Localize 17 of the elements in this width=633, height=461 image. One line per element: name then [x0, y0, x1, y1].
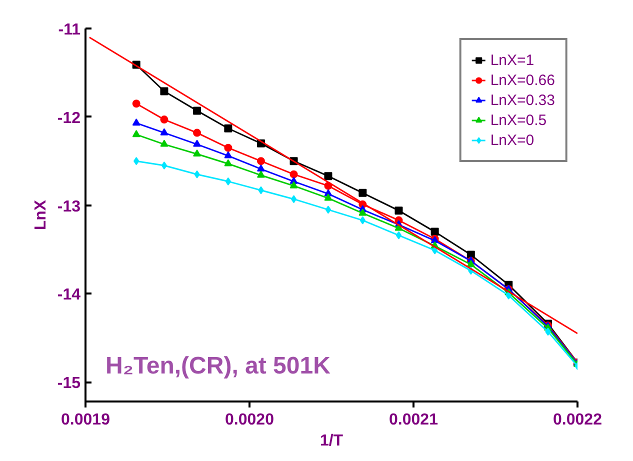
x-tick-label: 0.0021: [389, 412, 438, 428]
x-tick-label: 0.0020: [225, 412, 274, 428]
legend-label: LnX=1: [490, 52, 534, 68]
legend-label: LnX=0.66: [490, 72, 555, 88]
annotation: H₂Ten,(CR), at 501K: [106, 352, 332, 380]
legend-label: LnX=0: [490, 132, 534, 148]
y-tick-label: -14: [57, 286, 81, 304]
x-tick-label: 0.0019: [61, 412, 110, 428]
y-tick-label: -13: [57, 198, 81, 216]
y-tick-label: -11: [58, 22, 81, 38]
y-tick-label: -12: [57, 110, 81, 127]
legend-label: LnX=0.5: [490, 112, 547, 128]
y-axis-title: LnX: [32, 200, 50, 230]
x-axis-title: 1/T: [320, 432, 344, 450]
y-tick-label: -15: [57, 375, 81, 392]
legend-label: LnX=0.33: [490, 92, 555, 108]
x-tick-label: 0.0022: [553, 412, 602, 428]
